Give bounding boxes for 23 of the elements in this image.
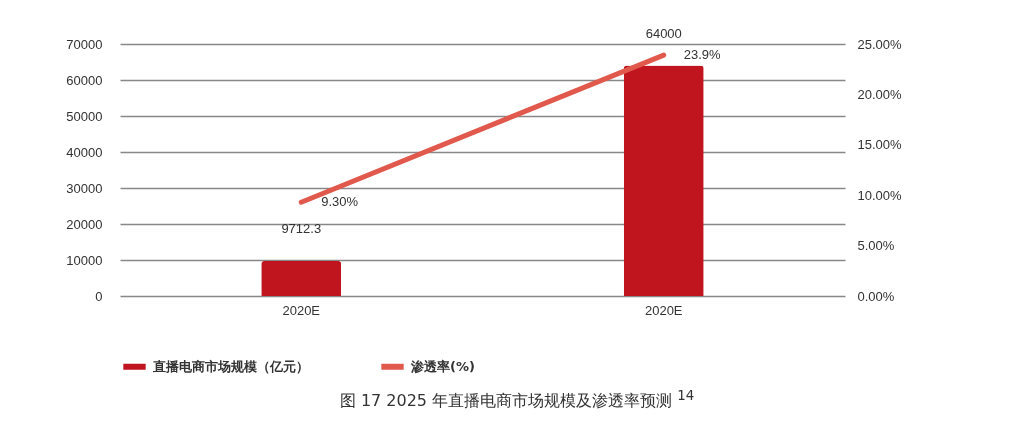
y-tick-label: 40000 bbox=[66, 144, 103, 160]
y-tick-label: 20000 bbox=[66, 216, 103, 232]
y2-tick-label: 25.00% bbox=[857, 36, 903, 52]
data-label: 9.30% bbox=[321, 194, 359, 210]
y2-tick-label: 10.00% bbox=[857, 187, 903, 203]
caption: 图 17 2025 年直播电商市场规模及渗透率预测 $^{14}$ bbox=[338, 388, 696, 413]
y-tick-label: 50000 bbox=[66, 108, 103, 124]
y-tick-label: 0 bbox=[95, 288, 103, 304]
y2-tick-label: 5.00% bbox=[857, 238, 895, 254]
y-tick-label: 60000 bbox=[66, 72, 103, 88]
y2-tick-label: 0.00% bbox=[857, 288, 895, 304]
data-label: 64000 bbox=[645, 25, 682, 41]
data-label: 23.9% bbox=[683, 47, 722, 63]
legend-label: 渗透率(%) bbox=[410, 358, 475, 374]
data-label: 9712.3 bbox=[281, 221, 322, 237]
y2-tick-label: 15.00% bbox=[857, 137, 903, 153]
y-tick-label: 10000 bbox=[66, 252, 103, 268]
y2-tick-label: 20.00% bbox=[857, 86, 903, 102]
y-tick-label: 30000 bbox=[66, 180, 103, 196]
y-tick-label: 70000 bbox=[66, 36, 103, 52]
x-tick-label: 2020E bbox=[644, 302, 683, 318]
legend-label: 直播电商市场规模（亿元） bbox=[152, 358, 309, 374]
x-tick-label: 2020E bbox=[282, 302, 321, 318]
